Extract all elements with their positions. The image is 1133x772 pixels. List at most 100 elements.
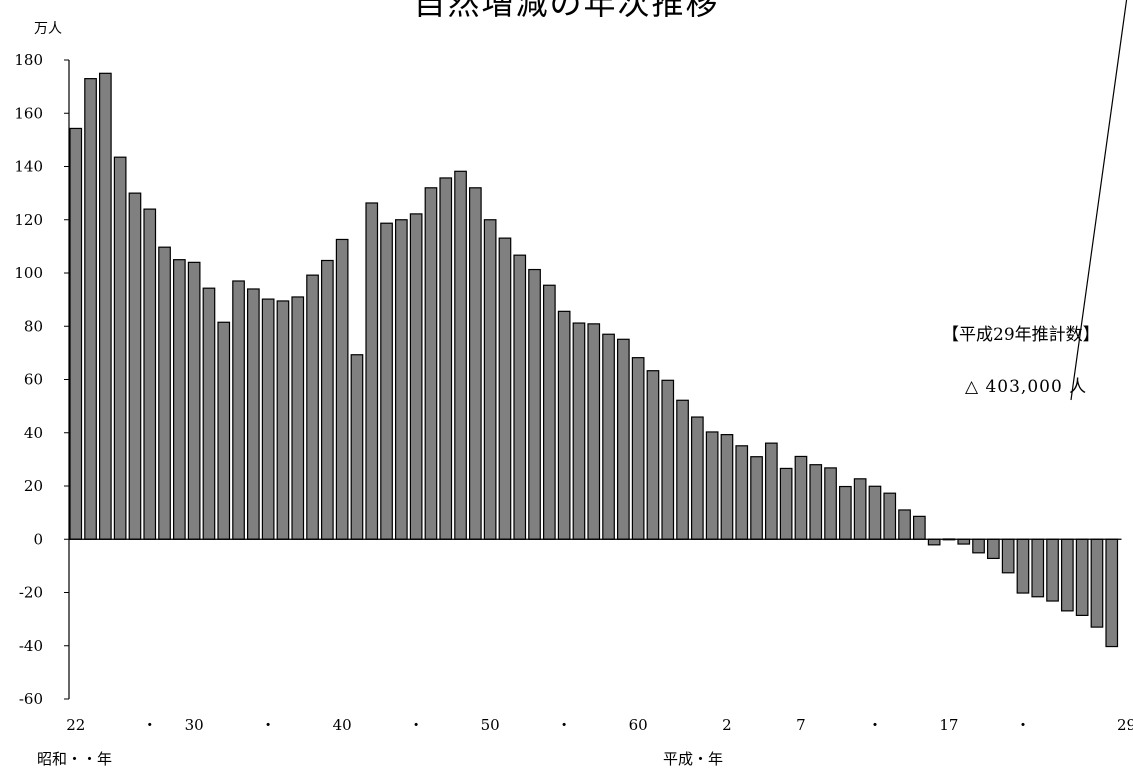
x-axis-era-label-heisei: 平成・年	[663, 750, 724, 768]
y-axis-unit-label: 万人	[34, 21, 62, 37]
bar	[454, 170, 467, 540]
x-tick-label: ・	[867, 716, 882, 734]
bar	[217, 321, 231, 540]
x-tick-label: 22	[66, 716, 85, 734]
bar	[1105, 538, 1119, 648]
bar	[380, 222, 393, 540]
bar	[439, 177, 453, 540]
bar	[927, 538, 941, 546]
x-axis: 22 ・ 30 ・ 40 ・ 50 ・ 60 2 7 ・ 17 ・ 29	[66, 538, 1133, 734]
bar	[98, 72, 112, 540]
bar	[158, 246, 171, 540]
x-tick-label: 40	[333, 716, 352, 734]
x-tick-label: ・	[557, 716, 572, 734]
annotation-arrow-line	[1070, 0, 1128, 401]
bar	[1001, 538, 1015, 574]
bar	[424, 187, 438, 540]
x-tick-label: ・	[261, 716, 276, 734]
bar	[1046, 538, 1059, 602]
bar	[735, 445, 749, 540]
bar	[365, 202, 379, 540]
bar	[528, 268, 541, 540]
bar	[542, 284, 556, 540]
y-tick-label: 100	[14, 264, 43, 282]
bar	[676, 399, 689, 540]
bar	[824, 467, 837, 540]
x-tick-label: 2	[722, 716, 732, 734]
bar	[986, 538, 1000, 560]
y-tick-label: 60	[24, 371, 43, 389]
bar	[868, 485, 882, 540]
bar	[69, 127, 83, 540]
bar	[306, 274, 319, 540]
bar	[469, 187, 482, 540]
x-tick-label: 17	[939, 716, 958, 734]
x-tick-label: ・	[1015, 716, 1030, 734]
bar	[483, 219, 497, 540]
y-tick-label: 120	[14, 211, 43, 229]
bar	[247, 288, 260, 540]
bar	[276, 300, 290, 540]
bar	[572, 322, 586, 540]
y-tick-label: 180	[14, 51, 43, 69]
bar	[202, 287, 216, 540]
bar	[631, 357, 645, 540]
bar	[853, 478, 867, 540]
annotation-arrow	[1070, 0, 1128, 401]
bar	[912, 515, 926, 540]
y-tick-label: 140	[14, 158, 43, 176]
bar	[557, 310, 571, 540]
bar	[883, 492, 897, 540]
x-tick-label: ・	[409, 716, 424, 734]
y-tick-label: 160	[14, 104, 43, 122]
x-tick-label: 7	[796, 716, 806, 734]
bar	[1075, 538, 1089, 616]
bar	[513, 254, 527, 540]
y-tick-label: 40	[24, 424, 43, 442]
bar	[143, 208, 157, 540]
bar	[587, 323, 601, 540]
bar	[128, 192, 142, 540]
bar	[646, 370, 660, 540]
bar	[616, 338, 630, 540]
bar	[350, 354, 364, 540]
bar	[838, 485, 852, 540]
bar	[84, 78, 97, 540]
x-tick-label: 50	[481, 716, 500, 734]
bar	[173, 259, 186, 540]
bar	[794, 455, 808, 540]
x-tick-label: 30	[185, 716, 204, 734]
bar	[261, 298, 275, 540]
annotation-title: 【平成29年推計数】	[942, 325, 1100, 345]
bar	[705, 431, 719, 540]
bar	[232, 280, 245, 540]
bar	[972, 538, 985, 554]
annotation-value: △ 403,000 人	[965, 377, 1088, 397]
bar	[602, 333, 615, 540]
x-tick-label: 60	[629, 716, 648, 734]
bar	[1090, 538, 1104, 628]
bar	[395, 219, 408, 540]
bar	[750, 456, 763, 540]
bar	[661, 379, 675, 540]
bar	[335, 238, 349, 540]
y-tick-label: -60	[19, 690, 43, 708]
bar-series	[69, 72, 1119, 648]
bar	[1031, 538, 1045, 598]
bar	[321, 259, 334, 540]
bar	[291, 296, 305, 540]
bar	[720, 434, 734, 540]
bar	[898, 509, 911, 540]
y-tick-label: 0	[33, 530, 43, 548]
bar	[1060, 538, 1074, 612]
bar	[1016, 538, 1030, 594]
bar	[957, 538, 971, 545]
bar	[498, 237, 512, 540]
bar	[809, 464, 823, 540]
bar	[113, 156, 127, 540]
bar	[779, 467, 793, 540]
x-axis-era-label-showa: 昭和・・年	[37, 750, 113, 768]
y-tick-label: 80	[24, 317, 43, 335]
x-tick-label: ・	[142, 716, 157, 734]
